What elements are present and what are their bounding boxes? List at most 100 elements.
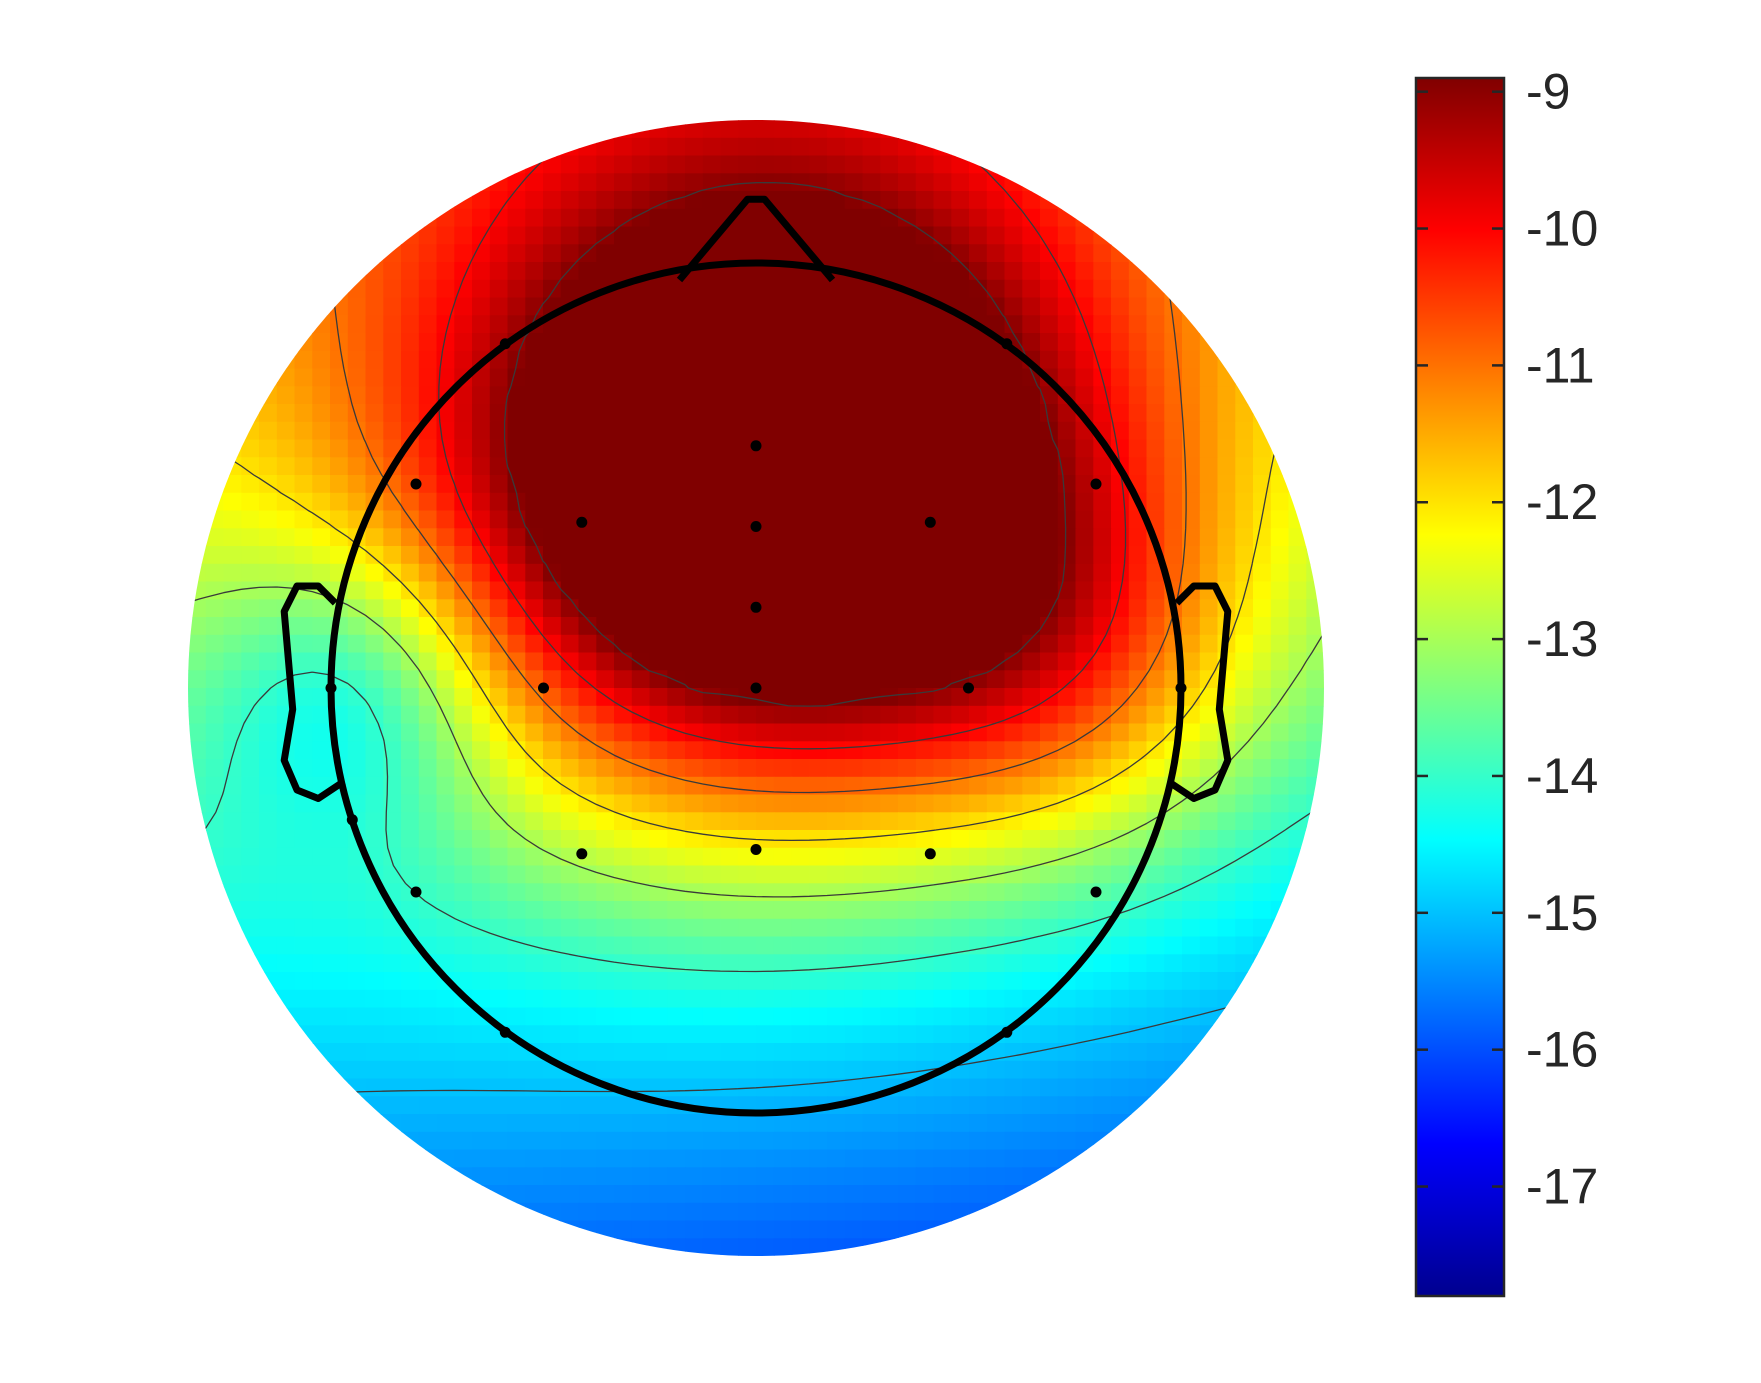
heatmap-cell: [986, 1043, 1006, 1062]
heatmap-cell: [1288, 794, 1308, 814]
heatmap-cell: [1128, 439, 1148, 459]
heatmap-cell: [898, 705, 917, 725]
heatmap-cell: [1146, 475, 1166, 494]
heatmap-cell: [259, 421, 278, 441]
heatmap-cell: [1182, 404, 1201, 423]
heatmap-cell: [507, 368, 527, 388]
heatmap-cell: [1111, 634, 1130, 654]
heatmap-cell: [986, 226, 1006, 246]
heatmap-cell: [862, 137, 882, 157]
heatmap-cell: [951, 510, 970, 530]
heatmap-cell: [1004, 386, 1024, 405]
heatmap-cell: [1182, 865, 1201, 885]
heatmap-cell: [1075, 1131, 1095, 1151]
heatmap-cell: [1182, 972, 1201, 991]
heatmap-cell: [418, 989, 438, 1009]
heatmap-cell: [827, 1167, 846, 1186]
heatmap-cell: [1075, 741, 1095, 760]
heatmap-cell: [880, 1025, 899, 1044]
heatmap-cell: [667, 1185, 686, 1204]
heatmap-cell: [649, 617, 669, 636]
heatmap-cell: [862, 812, 882, 831]
heatmap-cell: [1253, 421, 1272, 441]
heatmap-cell: [933, 1149, 953, 1169]
heatmap-cell: [543, 830, 562, 849]
heatmap-cell: [951, 421, 970, 441]
heatmap-cell: [259, 457, 278, 476]
heatmap-cell: [1182, 563, 1201, 583]
heatmap-cell: [756, 528, 775, 547]
heatmap-cell: [525, 368, 544, 388]
heatmap-cell: [1128, 812, 1148, 831]
heatmap-cell: [418, 262, 438, 281]
heatmap-cell: [347, 705, 367, 725]
electrode-marker: [499, 1026, 511, 1038]
heatmap-cell: [951, 1078, 970, 1098]
heatmap-cell: [685, 563, 704, 583]
heatmap-cell: [596, 191, 615, 210]
heatmap-cell: [614, 581, 633, 601]
heatmap-cell: [880, 670, 899, 689]
heatmap-cell: [578, 688, 598, 707]
heatmap-cell: [205, 847, 225, 867]
heatmap-cell: [809, 563, 828, 583]
heatmap-cell: [578, 936, 598, 956]
heatmap-cell: [667, 617, 686, 636]
heatmap-cell: [685, 208, 704, 228]
heatmap-cell: [827, 918, 846, 938]
heatmap-cell: [969, 155, 988, 175]
heatmap-cell: [525, 1114, 544, 1133]
heatmap-cell: [862, 386, 882, 405]
heatmap-cell: [986, 830, 1006, 849]
heatmap-cell: [1199, 847, 1219, 867]
heatmap-cell: [649, 137, 669, 157]
heatmap-cell: [969, 244, 988, 263]
heatmap-cell: [560, 883, 580, 902]
heatmap-cell: [1146, 1007, 1166, 1027]
heatmap-cell: [702, 705, 722, 725]
heatmap-cell: [543, 634, 562, 654]
heatmap-cell: [827, 794, 846, 814]
heatmap-cell: [507, 475, 527, 494]
heatmap-cell: [756, 1060, 775, 1080]
heatmap-cell: [560, 368, 580, 388]
heatmap-cell: [454, 705, 473, 725]
heatmap-cell: [844, 652, 864, 672]
heatmap-cell: [1093, 652, 1112, 672]
heatmap-cell: [649, 297, 669, 317]
heatmap-cell: [543, 1096, 562, 1115]
heatmap-cell: [1111, 315, 1130, 334]
heatmap-cell: [738, 1114, 757, 1133]
heatmap-cell: [791, 1060, 811, 1080]
heatmap-cell: [543, 421, 562, 441]
heatmap-cell: [756, 368, 775, 388]
heatmap-cell: [418, 546, 438, 565]
heatmap-cell: [827, 297, 846, 317]
heatmap-cell: [294, 688, 314, 707]
heatmap-cell: [880, 510, 899, 530]
heatmap-cell: [1253, 759, 1272, 778]
heatmap-cell: [773, 457, 793, 476]
heatmap-cell: [773, 1025, 793, 1044]
heatmap-cell: [560, 173, 580, 192]
heatmap-cell: [898, 137, 917, 157]
heatmap-cell: [951, 794, 970, 814]
heatmap-cell: [827, 457, 846, 476]
heatmap-cell: [844, 279, 864, 299]
heatmap-cell: [1057, 901, 1077, 920]
heatmap-cell: [844, 883, 864, 902]
heatmap-cell: [525, 173, 544, 192]
heatmap-cell: [614, 830, 633, 849]
heatmap-cell: [241, 776, 260, 796]
heatmap-cell: [649, 404, 669, 423]
heatmap-cell: [862, 989, 882, 1009]
heatmap-cell: [898, 297, 917, 317]
heatmap-cell: [312, 528, 331, 547]
heatmap-cell: [454, 510, 473, 530]
heatmap-cell: [294, 705, 314, 725]
heatmap-cell: [347, 262, 367, 281]
heatmap-cell: [685, 1167, 704, 1186]
heatmap-cell: [560, 776, 580, 796]
heatmap-cell: [507, 865, 527, 885]
heatmap-cell: [720, 173, 740, 192]
